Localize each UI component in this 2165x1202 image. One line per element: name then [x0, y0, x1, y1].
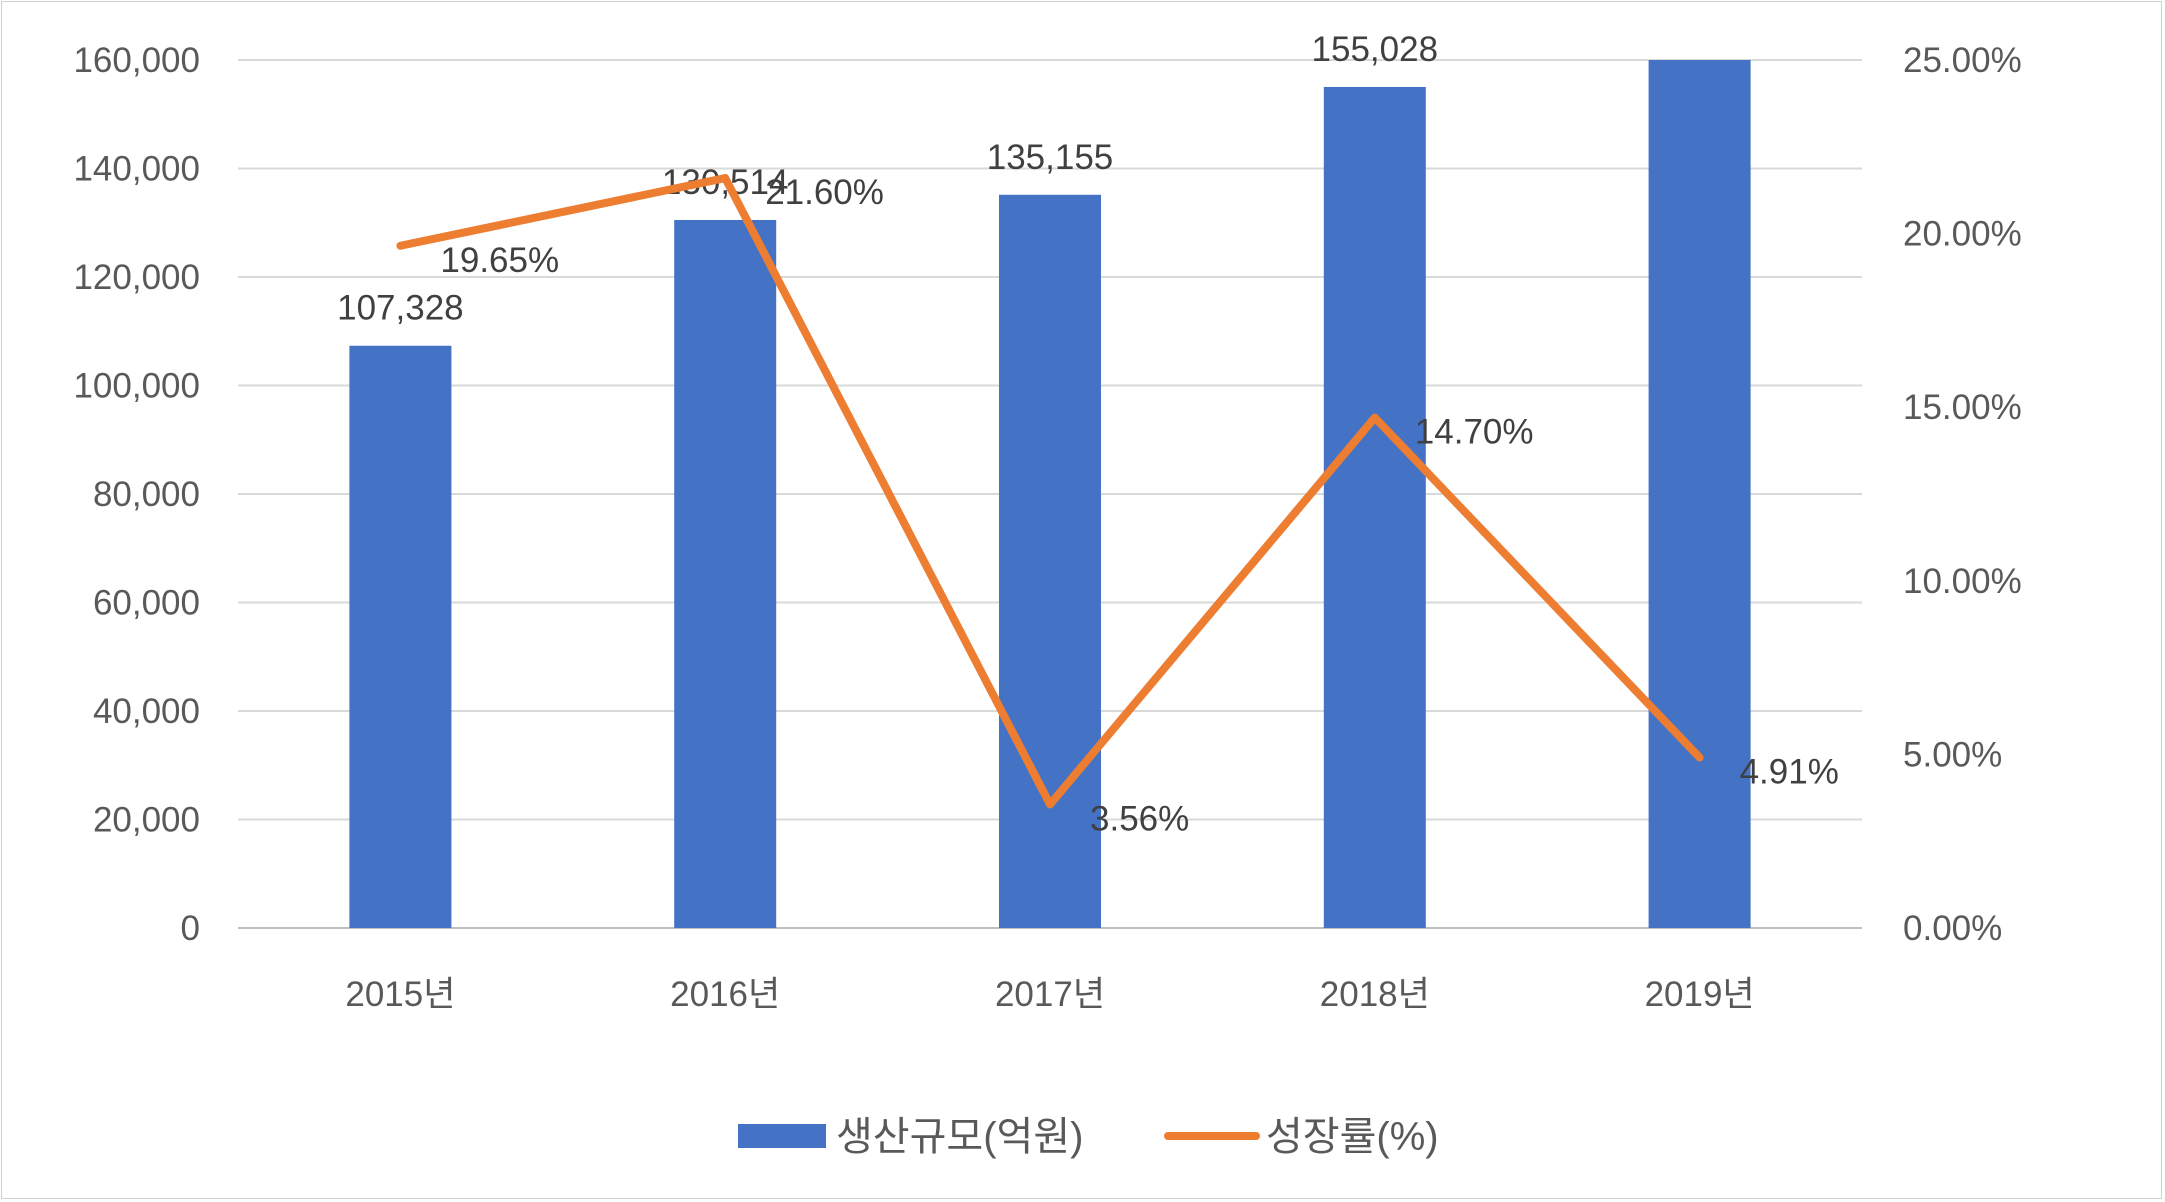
- y-left-tick-label: 0: [181, 909, 200, 948]
- y-left-tick-label: 100,000: [73, 367, 200, 406]
- legend-label-line: 성장률(%): [1266, 1115, 1439, 1159]
- y-right-tick-label: 0.00%: [1903, 909, 2002, 948]
- y-left-tick-label: 40,000: [93, 692, 200, 731]
- line-point-2017년: [1049, 803, 1051, 806]
- line-data-label: 14.70%: [1415, 413, 1534, 452]
- y-right-tick-label: 5.00%: [1903, 735, 2002, 774]
- bar-2017년: [999, 194, 1101, 928]
- y-right-tick-label: 10.00%: [1903, 562, 2022, 601]
- x-tick-label: 2016년: [670, 975, 780, 1014]
- x-tick-label: 2015년: [345, 975, 455, 1014]
- bar-data-label: 155,028: [1312, 30, 1439, 69]
- line-data-label: 19.65%: [440, 241, 559, 280]
- y-left-tick-label: 140,000: [73, 150, 200, 189]
- line-data-label: 3.56%: [1090, 799, 1189, 838]
- line-data-label: 21.60%: [765, 173, 884, 212]
- legend-label-bar: 생산규모(억원): [836, 1115, 1083, 1159]
- y-left-tick-label: 160,000: [73, 41, 200, 80]
- y-right-tick-label: 25.00%: [1903, 41, 2022, 80]
- bar-data-label: 135,155: [987, 138, 1114, 177]
- bar-data-label: 107,328: [337, 289, 464, 328]
- y-left-tick-label: 20,000: [93, 801, 200, 840]
- y-left-tick-label: 80,000: [93, 475, 200, 514]
- line-point-2018년: [1373, 416, 1376, 419]
- bar-2016년: [674, 219, 777, 928]
- y-left-tick-label: 60,000: [93, 584, 200, 623]
- bar-2015년: [349, 345, 452, 928]
- bar-2019년: [1648, 60, 1751, 928]
- x-tick-label: 2018년: [1320, 975, 1430, 1014]
- y-right-tick-label: 15.00%: [1903, 388, 2022, 427]
- x-tick-label: 2017년: [995, 975, 1105, 1014]
- legend-swatch-bar: [738, 1124, 826, 1148]
- line-point-2015년: [399, 244, 402, 247]
- y-left-tick-label: 120,000: [73, 258, 200, 297]
- line-data-label: 4.91%: [1740, 753, 1839, 792]
- x-tick-label: 2019년: [1645, 975, 1755, 1014]
- line-point-2016년: [724, 177, 727, 180]
- y-right-tick-label: 20.00%: [1903, 215, 2022, 254]
- bar-2018년: [1323, 86, 1426, 929]
- line-point-2019년: [1698, 756, 1701, 759]
